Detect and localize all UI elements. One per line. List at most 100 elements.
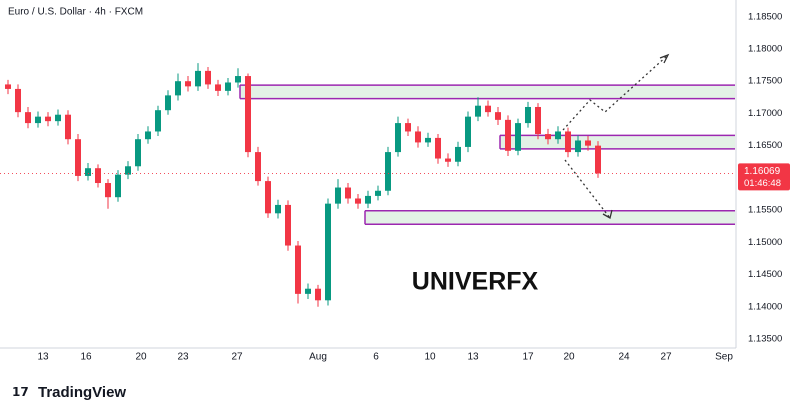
candle-body	[385, 152, 391, 191]
candle-body	[315, 288, 321, 301]
y-tick-label: 1.14000	[748, 301, 782, 312]
candle-body	[595, 145, 601, 174]
candle-body	[115, 174, 121, 198]
candle-body	[215, 84, 221, 91]
y-tick-label: 1.15000	[748, 237, 782, 248]
candle-body	[235, 76, 241, 83]
candle-body	[435, 137, 441, 159]
x-tick-label: 13	[467, 352, 479, 363]
watermark: UNIVERFX	[412, 268, 539, 296]
x-tick-label: 24	[618, 352, 630, 363]
candle-body	[545, 134, 551, 140]
candle-body	[85, 168, 91, 176]
candle-body	[455, 146, 461, 162]
candle-body	[245, 76, 251, 153]
brand: TradingView	[38, 384, 126, 401]
candle-body	[565, 131, 571, 153]
candle-body	[375, 190, 381, 196]
candle-body	[35, 116, 41, 124]
zone	[500, 135, 735, 149]
candle-body	[505, 119, 511, 151]
candle-body	[345, 187, 351, 199]
candle-body	[365, 195, 371, 204]
candle-body	[135, 139, 141, 167]
candle-body	[75, 139, 81, 176]
candle-body	[515, 123, 521, 151]
candle-body	[65, 114, 71, 140]
projection-up	[562, 54, 669, 131]
zone	[365, 210, 735, 225]
last-price-label: 1.16069	[744, 166, 781, 177]
last-price-box	[738, 163, 790, 191]
candle-body	[295, 245, 301, 294]
y-tick-label: 1.16500	[748, 140, 782, 151]
y-tick-label: 1.17500	[748, 76, 782, 87]
x-tick-label: Sep	[715, 352, 733, 363]
x-tick-label: 20	[135, 352, 147, 363]
y-tick-label: 1.17000	[748, 108, 782, 119]
y-tick-label: 1.18500	[748, 11, 782, 22]
candle-body	[395, 123, 401, 153]
candle-body	[175, 81, 181, 96]
candle-body	[525, 106, 531, 124]
candle-body	[425, 137, 431, 143]
candle-body	[475, 105, 481, 117]
candle-body	[305, 288, 311, 294]
candle-body	[15, 88, 21, 113]
candle-body	[485, 105, 491, 113]
x-tick-label: 20	[563, 352, 575, 363]
plot	[5, 63, 601, 307]
candle-body	[5, 84, 11, 89]
candle-body	[165, 95, 171, 111]
arrow-head	[659, 53, 670, 64]
candle-body	[105, 183, 111, 198]
candle-body	[125, 166, 131, 175]
projection-down	[564, 159, 611, 219]
arrow-head	[602, 209, 613, 219]
zone	[240, 85, 735, 99]
y-tick-label: 1.13500	[748, 333, 782, 344]
x-tick-label: Aug	[309, 352, 327, 363]
candle-body	[205, 70, 211, 85]
candle-body	[585, 140, 591, 146]
x-tick-label: 13	[37, 352, 49, 363]
x-tick-label: 23	[177, 352, 189, 363]
y-tick-label: 1.14500	[748, 269, 782, 280]
candle-body	[195, 70, 201, 87]
candle-body	[95, 168, 101, 184]
candle-body	[285, 204, 291, 246]
brand-logo: 𝟭𝟳	[12, 385, 29, 399]
candle-body	[355, 198, 361, 204]
countdown: 01:46:48	[744, 178, 781, 189]
candle-body	[225, 82, 231, 91]
candle-body	[55, 114, 61, 122]
candle-body	[335, 187, 341, 204]
candle-body	[555, 131, 561, 140]
candle-body	[415, 131, 421, 143]
candle-body	[325, 203, 331, 301]
candle-body	[25, 112, 31, 124]
x-tick-label: 27	[660, 352, 672, 363]
candle-body	[445, 158, 451, 162]
y-tick-label: 1.18000	[748, 43, 782, 54]
y-tick-label: 1.15500	[748, 205, 782, 216]
candle-body	[145, 131, 151, 140]
x-tick-label: 10	[424, 352, 436, 363]
candle-body	[405, 123, 411, 132]
x-tick-label: 17	[522, 352, 534, 363]
candle-body	[185, 81, 191, 87]
x-tick-label: 16	[80, 352, 92, 363]
x-tick-label: 6	[373, 352, 379, 363]
candle-body	[255, 152, 261, 182]
candle-body	[495, 112, 501, 120]
candle-body	[275, 204, 281, 214]
x-tick-label: 27	[231, 352, 243, 363]
candle-body	[535, 106, 541, 135]
candle-body	[465, 116, 471, 147]
candle-body	[45, 116, 51, 122]
chart-title: Euro / U.S. Dollar · 4h · FXCM	[8, 7, 143, 18]
candle-body	[575, 140, 581, 153]
candle-body	[155, 110, 161, 132]
